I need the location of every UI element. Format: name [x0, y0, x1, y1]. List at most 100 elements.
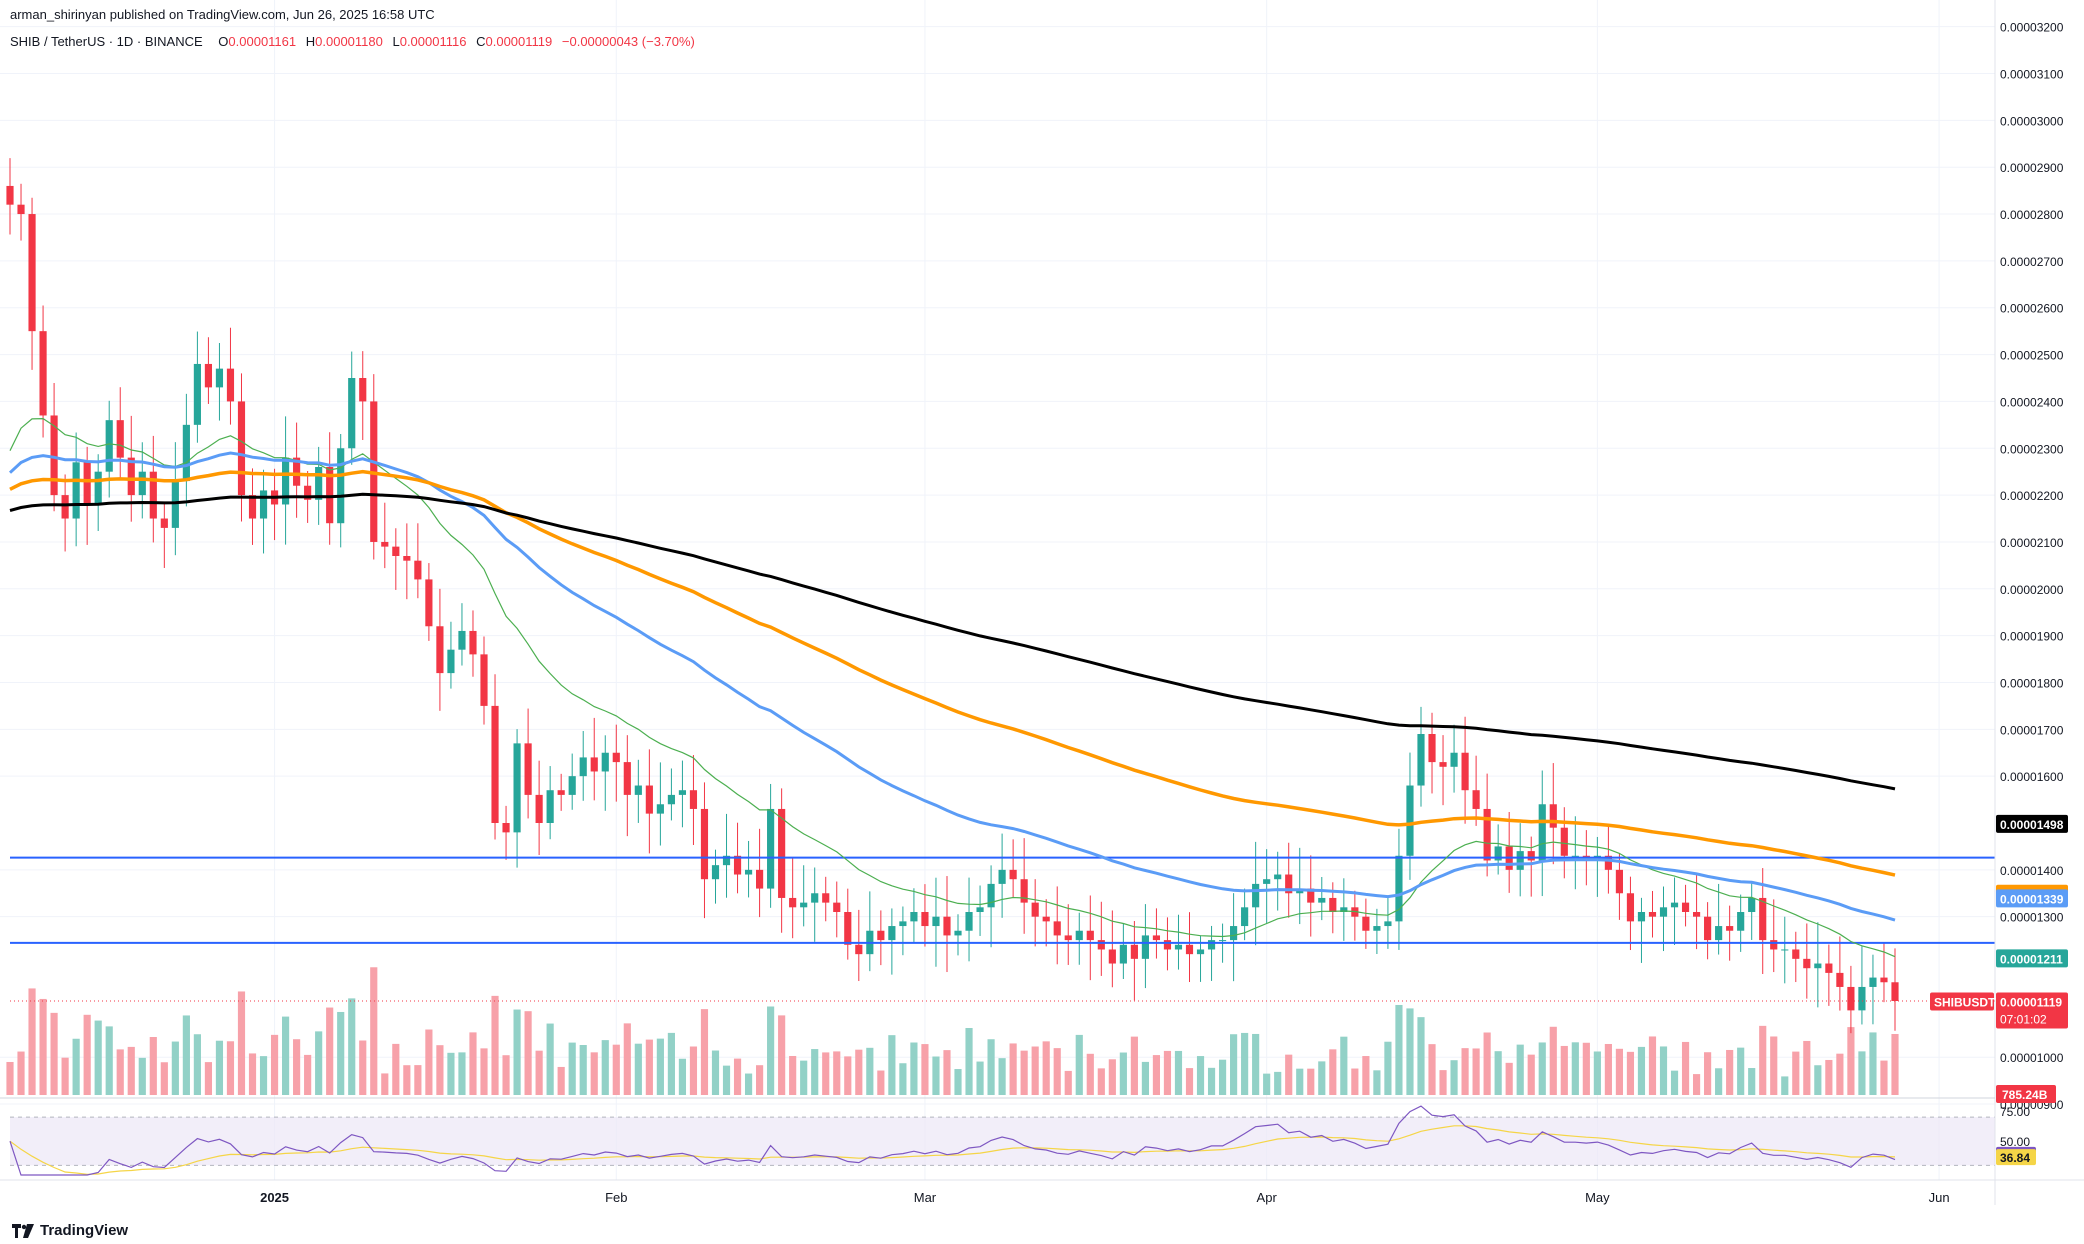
- volume-bar: [700, 1009, 709, 1095]
- candle-up: [767, 808, 775, 889]
- y-tick-label: 0.00003000: [2000, 114, 2064, 128]
- countdown-label: 07:01:02: [2000, 1012, 2047, 1026]
- volume-bar: [623, 1023, 631, 1095]
- volume-bar: [1020, 1050, 1028, 1095]
- moving-averages: [8, 417, 1995, 1002]
- candle-up: [667, 794, 675, 805]
- candle-up: [1637, 912, 1646, 922]
- tradingview-icon: [12, 1223, 34, 1238]
- candle-up: [711, 865, 720, 880]
- x-tick-label: Mar: [914, 1190, 937, 1205]
- candle-down: [1704, 916, 1712, 941]
- candle-down: [293, 457, 301, 486]
- volume-bar: [1274, 1071, 1282, 1095]
- volume-bar: [1406, 1008, 1414, 1095]
- candle-down: [414, 560, 422, 580]
- volume-bar: [1119, 1052, 1127, 1095]
- x-tick-label: Feb: [605, 1190, 627, 1205]
- volume-bar: [458, 1052, 466, 1095]
- volume-bar: [1836, 1053, 1844, 1095]
- candle-up: [138, 471, 146, 496]
- volume-bar: [502, 1055, 510, 1095]
- candle-down: [1152, 935, 1161, 941]
- volume-bar: [998, 1058, 1006, 1095]
- candle-down: [1825, 963, 1833, 973]
- ema-200-line: [9, 492, 1896, 791]
- candle-down: [204, 363, 213, 388]
- tradingview-logo[interactable]: TradingView: [12, 1222, 128, 1239]
- volume-bar: [138, 1057, 146, 1095]
- volume-bar: [1152, 1055, 1161, 1095]
- volume-bar: [436, 1045, 444, 1095]
- volume-bar: [1042, 1041, 1050, 1095]
- candle-down: [612, 752, 620, 763]
- volume-bar: [259, 1056, 268, 1095]
- candle-down: [1681, 902, 1690, 912]
- volume-bar: [50, 1012, 58, 1095]
- candle-up: [744, 869, 753, 875]
- candle-down: [1428, 734, 1436, 763]
- volume-bar: [204, 1062, 213, 1095]
- y-tick-label: 0.00002300: [2000, 442, 2064, 456]
- price-labels: 0.000014980.000013490.000013390.00001211…: [1930, 814, 2068, 1166]
- volume-bar: [579, 1045, 587, 1095]
- candle-up: [1196, 949, 1205, 955]
- volume-bar: [1891, 1034, 1899, 1095]
- volume-bar: [932, 1056, 940, 1095]
- candle-up: [910, 912, 918, 922]
- price-label-box: [1996, 889, 2068, 908]
- candle-up: [1141, 935, 1149, 959]
- candle-up: [1318, 897, 1326, 903]
- candle-down: [623, 762, 631, 795]
- volume-bar: [1031, 1046, 1039, 1095]
- y-tick-label: 0.00002100: [2000, 536, 2064, 550]
- symbol-title: SHIB / TetherUS · 1D · BINANCE: [10, 34, 203, 49]
- candle-up: [1858, 986, 1866, 1011]
- grid-lines: [0, 0, 1995, 1180]
- volume-bar: [193, 1034, 201, 1095]
- candle-down: [491, 705, 499, 823]
- volume-bar: [1549, 1026, 1557, 1095]
- candle-down: [1549, 804, 1557, 828]
- volume-bar: [337, 1011, 345, 1095]
- volume-bar: [28, 988, 36, 1095]
- candle-down: [39, 331, 47, 416]
- volume-bar: [1174, 1050, 1183, 1095]
- volume-bar: [1163, 1050, 1172, 1095]
- y-tick-label: 0.00003200: [2000, 21, 2064, 35]
- candle-up: [1814, 963, 1822, 969]
- candle-down: [1439, 762, 1447, 767]
- volume-bar: [105, 1026, 113, 1095]
- volume-bar: [877, 1070, 885, 1095]
- volume-bar: [689, 1046, 698, 1095]
- volume-bar: [1737, 1047, 1745, 1095]
- rsi-band: [10, 1117, 1995, 1166]
- price-label-box: [1996, 814, 2068, 833]
- price-label-text: 0.00001498: [2000, 818, 2064, 832]
- symbol-tag-box: [1930, 992, 1994, 1011]
- candle-up: [1373, 926, 1381, 931]
- candle-down: [1792, 949, 1800, 959]
- candle-down: [1163, 940, 1172, 950]
- candle-up: [1230, 926, 1238, 941]
- candle-down: [1648, 912, 1657, 917]
- volume-bar: [1252, 1033, 1260, 1095]
- volume-bar: [1009, 1043, 1017, 1095]
- volume-bar: [634, 1043, 642, 1095]
- volume-bar: [1218, 1059, 1227, 1095]
- candle-down: [1130, 944, 1138, 959]
- candle-up: [1340, 907, 1348, 912]
- volume-bar: [248, 1053, 257, 1095]
- publisher-line: arman_shirinyan published on TradingView…: [10, 7, 435, 22]
- volume-bar: [568, 1042, 576, 1095]
- candle-down: [822, 893, 830, 903]
- candle-down: [127, 457, 135, 496]
- volume-bar: [94, 1020, 102, 1095]
- candle-down: [149, 471, 157, 519]
- candle-down: [844, 912, 852, 945]
- volume-bar: [844, 1056, 852, 1095]
- candle-down: [1483, 808, 1491, 861]
- volume-bar: [513, 1009, 521, 1095]
- volume-bar: [171, 1041, 179, 1095]
